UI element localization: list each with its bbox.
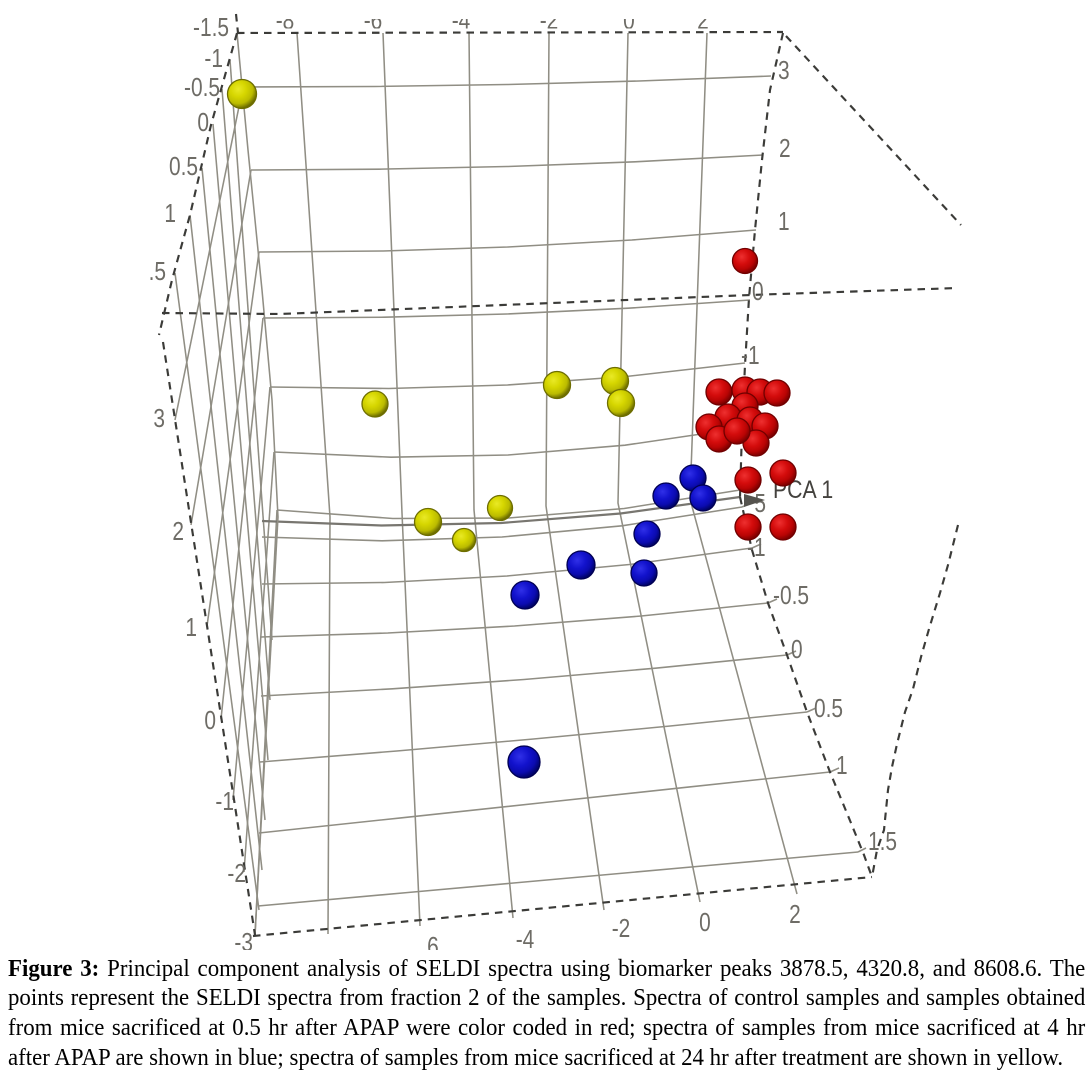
svg-text:1: 1 [185,613,197,641]
svg-text:-1: -1 [204,44,223,72]
svg-text:-1: -1 [741,341,760,369]
svg-text:-1: -1 [215,787,234,815]
svg-text:-6: -6 [364,6,383,34]
svg-text:-2: -2 [540,6,559,34]
svg-text:-3: -3 [234,928,253,950]
svg-text:3: 3 [153,404,165,432]
svg-text:0: 0 [752,277,764,305]
svg-text:6: 6 [427,932,439,950]
svg-text:2: 2 [172,517,184,545]
svg-text:1: 1 [778,207,790,235]
svg-text:-2: -2 [227,859,246,887]
svg-text:0.5: 0.5 [169,152,198,180]
svg-text:2: 2 [697,6,709,34]
svg-text:1.5: 1.5 [868,827,897,855]
svg-text:2: 2 [779,134,791,162]
svg-text:5: 5 [754,489,766,517]
svg-text:-1.5: -1.5 [193,13,229,41]
svg-text:1: 1 [164,199,176,227]
svg-text:-4: -4 [452,6,471,34]
svg-text:3: 3 [778,56,790,84]
svg-text:-0.5: -0.5 [773,581,809,609]
svg-text:0.5: 0.5 [814,694,843,722]
svg-text:-4: -4 [516,925,535,950]
svg-text:0: 0 [197,108,209,136]
svg-text:0: 0 [791,635,803,663]
svg-text:-2: -2 [612,914,631,942]
svg-text:0: 0 [699,908,711,936]
svg-text:2: 2 [789,900,801,928]
svg-text:1: 1 [836,751,848,779]
svg-text:-0.5: -0.5 [184,73,220,101]
svg-text:0: 0 [623,6,635,34]
svg-text:-8: -8 [276,6,295,34]
svg-text:0: 0 [204,706,216,734]
svg-text:.5: .5 [149,257,166,285]
